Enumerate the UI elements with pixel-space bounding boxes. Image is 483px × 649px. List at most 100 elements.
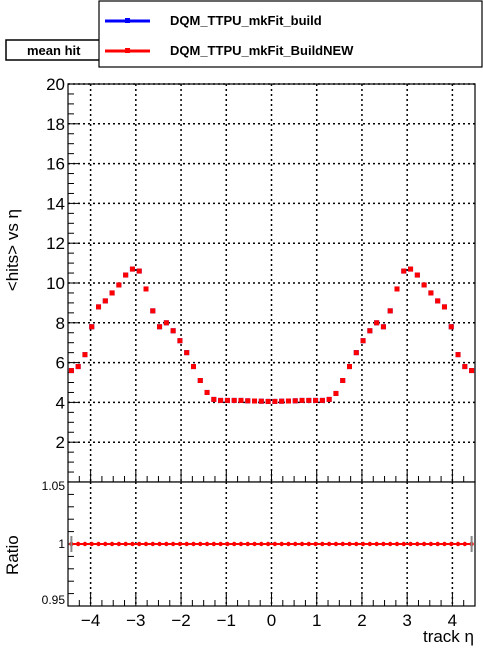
ratio-point xyxy=(211,541,217,547)
ratio-point xyxy=(421,541,427,547)
ratio-point xyxy=(96,541,101,547)
legend-marker-blue xyxy=(125,18,130,23)
data-point-buildnew xyxy=(414,272,420,278)
legend-label-build: DQM_TTPU_mkFit_build xyxy=(170,13,322,28)
top-y-tick-label: 4 xyxy=(56,393,65,412)
ratio-point xyxy=(428,541,434,547)
ratio-point xyxy=(225,541,230,547)
ratio-point xyxy=(198,541,203,547)
ratio-point xyxy=(381,541,386,547)
data-point-buildnew xyxy=(421,282,427,288)
legend-entry-buildnew: DQM_TTPU_mkFit_BuildNEW xyxy=(105,43,354,58)
ratio-point xyxy=(116,541,122,547)
data-point-buildnew xyxy=(367,328,373,334)
data-point-buildnew xyxy=(252,398,258,404)
data-point-buildnew xyxy=(428,290,434,296)
data-point-buildnew xyxy=(435,298,441,304)
data-point-buildnew xyxy=(204,389,210,395)
data-point-buildnew xyxy=(82,352,88,358)
bottom-y-axis-title: Ratio xyxy=(3,535,22,575)
top-y-tick-label: 6 xyxy=(56,354,65,373)
data-point-buildnew xyxy=(374,320,380,326)
data-point-buildnew xyxy=(218,397,224,403)
x-tick-label: 0 xyxy=(267,611,276,630)
data-point-buildnew xyxy=(448,324,454,330)
ratio-point xyxy=(184,541,189,547)
data-point-buildnew xyxy=(157,324,163,330)
data-point-buildnew xyxy=(299,397,305,403)
data-point-buildnew xyxy=(224,397,230,403)
ratio-point xyxy=(306,541,312,547)
ratio-point xyxy=(442,541,447,547)
ratio-point xyxy=(245,541,250,547)
data-point-buildnew xyxy=(401,268,407,274)
top-ticks: 2 4 6 8 10 12 14 16 18 20 xyxy=(46,75,476,483)
ratio-point xyxy=(367,541,373,547)
data-point-buildnew xyxy=(96,304,102,310)
top-y-tick-label: 10 xyxy=(46,274,65,293)
x-tick-label: −2 xyxy=(171,611,190,630)
data-point-buildnew xyxy=(394,286,400,292)
top-y-tick-label: 18 xyxy=(46,115,65,134)
top-y-tick-label: 12 xyxy=(46,234,65,253)
data-point-buildnew xyxy=(211,396,217,402)
data-point-buildnew xyxy=(136,268,142,274)
data-point-buildnew xyxy=(340,378,346,384)
x-tick-label: −1 xyxy=(217,611,236,630)
ratio-point xyxy=(109,541,115,547)
ratio-point xyxy=(354,541,359,547)
data-point-buildnew xyxy=(258,398,264,404)
data-point-buildnew xyxy=(150,308,156,314)
ratio-point xyxy=(286,541,291,547)
ratio-point xyxy=(238,541,244,547)
data-point-buildnew xyxy=(326,396,332,402)
ratio-point xyxy=(89,541,94,547)
data-point-buildnew xyxy=(313,397,319,403)
data-point-buildnew xyxy=(177,338,183,344)
ratio-point xyxy=(408,541,413,547)
top-y-axis-title: <hits> vs η xyxy=(3,209,22,291)
data-point-buildnew xyxy=(123,272,129,278)
top-y-tick-label: 20 xyxy=(46,75,65,94)
ratio-point xyxy=(394,541,400,547)
top-grid xyxy=(68,83,475,482)
ratio-point xyxy=(143,541,149,547)
ratio-point xyxy=(293,541,298,547)
ratio-point xyxy=(326,541,332,547)
chart-title: mean hit xyxy=(27,43,81,58)
data-point-buildnew xyxy=(285,398,291,404)
data-point-buildnew xyxy=(75,364,81,370)
ratio-point xyxy=(150,541,155,547)
ratio-point xyxy=(415,541,420,547)
ratio-point xyxy=(137,541,142,547)
legend-label-buildnew: DQM_TTPU_mkFit_BuildNEW xyxy=(170,43,354,58)
data-point-buildnew xyxy=(306,397,312,403)
ratio-point xyxy=(157,541,162,547)
x-tick-label: 1 xyxy=(312,611,321,630)
ratio-data-points xyxy=(69,536,474,552)
ratio-point xyxy=(265,541,271,547)
top-panel: 2 4 6 8 10 12 14 16 18 20 <hits> vs η xyxy=(3,75,476,483)
ratio-point xyxy=(177,541,183,547)
data-point-buildnew xyxy=(360,338,366,344)
data-point-buildnew xyxy=(163,320,169,326)
bottom-y-tick-label: 0.95 xyxy=(42,593,66,607)
ratio-point xyxy=(123,541,128,547)
bottom-y-tick-label: 1 xyxy=(58,537,65,551)
ratio-point xyxy=(313,541,318,547)
data-point-buildnew xyxy=(380,324,386,330)
legend: DQM_TTPU_mkFit_build DQM_TTPU_mkFit_Buil… xyxy=(98,0,483,68)
data-point-buildnew xyxy=(387,308,393,314)
ratio-point xyxy=(75,541,81,547)
bottom-ticks: 0.95 1 1.05 −4 −3 −2 −1 0 1 2 3 4 xyxy=(42,479,476,630)
top-y-tick-label: 14 xyxy=(46,194,65,213)
ratio-point xyxy=(374,541,379,547)
ratio-point xyxy=(218,541,223,547)
ratio-point xyxy=(435,541,440,547)
data-point-buildnew xyxy=(319,397,325,403)
ratio-point xyxy=(191,541,196,547)
data-point-buildnew xyxy=(469,368,475,374)
data-point-buildnew xyxy=(68,368,74,374)
top-y-tick-label: 16 xyxy=(46,155,65,174)
